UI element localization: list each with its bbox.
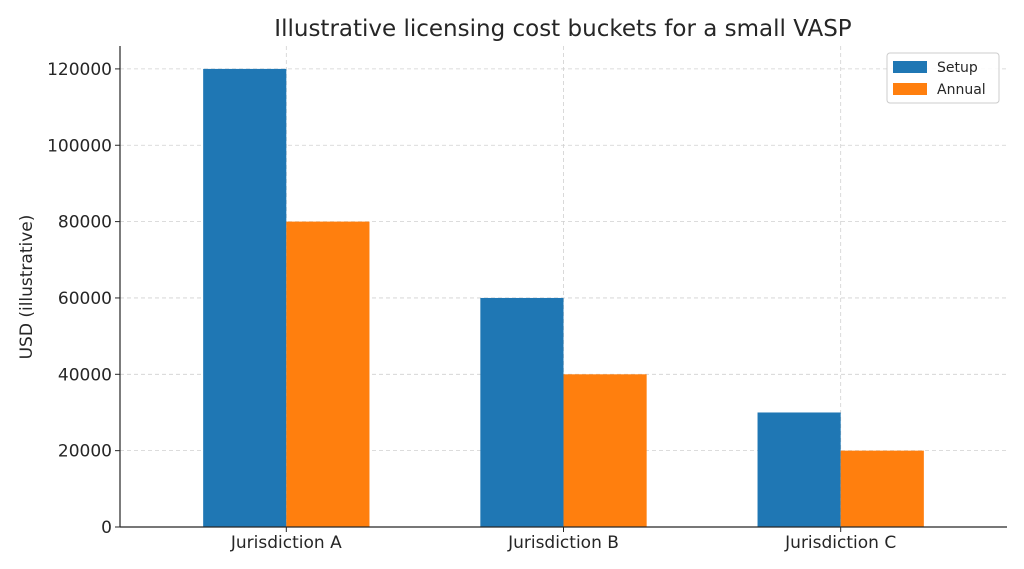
legend-swatch-annual [893, 83, 927, 95]
x-tick-label: Jurisdiction C [784, 533, 896, 553]
legend-label-annual: Annual [937, 82, 986, 98]
bar-annual-1 [286, 221, 370, 527]
y-ticks: 0 20000 40000 60000 80000 100000 120000 [47, 60, 120, 538]
bar-annual-3 [840, 450, 924, 527]
bar-annual-2 [563, 374, 647, 527]
bar-setup-3 [757, 412, 841, 527]
y-tick-label: 120000 [47, 60, 112, 80]
y-tick-label: 0 [101, 518, 112, 538]
legend: Setup Annual [886, 52, 1000, 104]
legend-label-setup: Setup [937, 60, 978, 76]
x-tick-label: Jurisdiction A [230, 533, 342, 553]
bar-setup-1 [203, 68, 287, 528]
y-tick-label: 60000 [58, 289, 112, 309]
y-tick-label: 100000 [47, 136, 112, 156]
bars-layer [203, 68, 924, 528]
y-tick-label: 40000 [58, 365, 112, 385]
y-axis-label: USD (illustrative) [17, 215, 37, 360]
x-tick-label: Jurisdiction B [507, 533, 619, 553]
legend-swatch-setup [893, 61, 927, 73]
x-ticks: Jurisdiction A Jurisdiction B Jurisdiction… [230, 527, 896, 553]
bar-setup-2 [480, 297, 564, 527]
y-tick-label: 80000 [58, 213, 112, 233]
chart-title: Illustrative licensing cost buckets for … [274, 16, 852, 42]
y-tick-label: 20000 [58, 442, 112, 462]
